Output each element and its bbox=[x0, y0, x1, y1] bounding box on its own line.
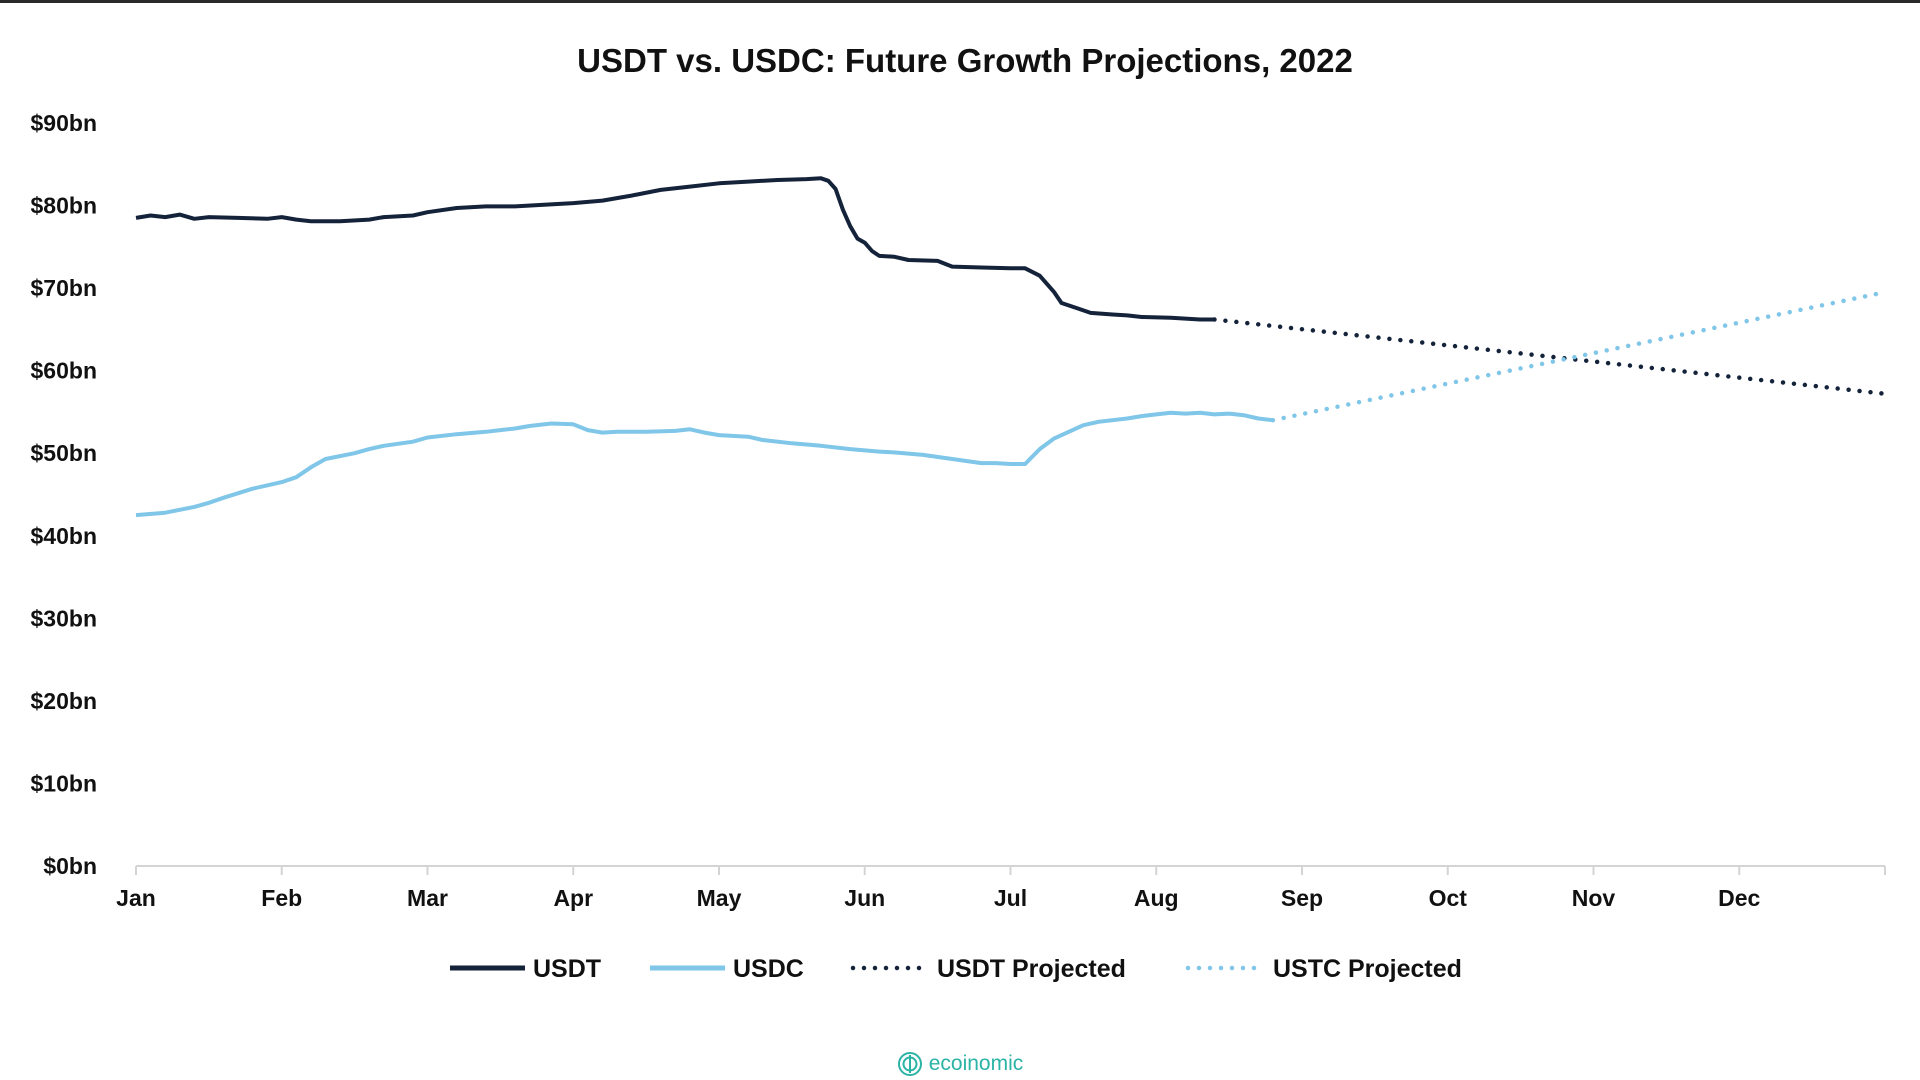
watermark: ecoinomic bbox=[0, 1050, 1920, 1078]
y-tick-label: $50bn bbox=[31, 440, 97, 466]
legend-item-usdt: USDT bbox=[450, 955, 601, 983]
x-tick-label: Jun bbox=[844, 885, 885, 911]
chart-title: USDT vs. USDC: Future Growth Projections… bbox=[577, 42, 1353, 79]
y-tick-label: $10bn bbox=[31, 770, 97, 796]
x-tick-label: Oct bbox=[1429, 885, 1468, 911]
y-tick-label: $40bn bbox=[31, 523, 97, 549]
x-tick-label: Jul bbox=[994, 885, 1027, 911]
legend-label: USDT bbox=[533, 955, 601, 983]
x-tick-label: Mar bbox=[407, 885, 448, 911]
legend-item-usdc: USDC bbox=[650, 955, 804, 983]
y-axis: $0bn $10bn $20bn $30bn $40bn $50bn $60bn $70bn $… bbox=[31, 110, 97, 879]
legend-item-usdt-projected: USDT Projected bbox=[850, 955, 1126, 983]
series-layer bbox=[135, 176, 1888, 518]
x-tick-label: Apr bbox=[553, 885, 593, 911]
y-tick-label: $30bn bbox=[31, 605, 97, 631]
series-line-usdt bbox=[135, 176, 1215, 322]
series-line-usdc bbox=[135, 410, 1274, 518]
x-axis: Jan Feb Mar Apr May Jun Jul Aug Sep Oct Nov Dec bbox=[116, 865, 1886, 911]
x-tick-label: May bbox=[697, 885, 742, 911]
legend-label: USDC bbox=[733, 955, 804, 983]
ecoinomic-logo-icon bbox=[897, 1052, 922, 1076]
x-tick-label: Aug bbox=[1134, 885, 1179, 911]
legend-label: USTC Projected bbox=[1273, 955, 1462, 983]
y-tick-label: $20bn bbox=[31, 688, 97, 714]
y-tick-label: $60bn bbox=[31, 358, 97, 384]
series-line-usdt-projected bbox=[1212, 317, 1888, 397]
series-line-ustc-projected bbox=[1270, 289, 1888, 423]
y-tick-label: $0bn bbox=[43, 853, 97, 879]
legend-item-ustc-projected: USTC Projected bbox=[1185, 955, 1462, 983]
legend-label: USDT Projected bbox=[937, 955, 1126, 983]
y-tick-label: $90bn bbox=[31, 110, 97, 136]
watermark-text: ecoinomic bbox=[928, 1052, 1024, 1075]
x-tick-label: Nov bbox=[1572, 885, 1616, 911]
x-tick-label: Dec bbox=[1718, 885, 1760, 911]
line-chart: USDT vs. USDC: Future Growth Projections… bbox=[31, 42, 1888, 983]
x-tick-label: Jan bbox=[116, 885, 156, 911]
y-tick-label: $70bn bbox=[31, 275, 97, 301]
top-border bbox=[0, 0, 1920, 3]
legend: USDT USDC USDT Projected USTC Projected bbox=[450, 955, 1462, 983]
x-tick-label: Sep bbox=[1281, 885, 1323, 911]
x-tick-label: Feb bbox=[261, 885, 302, 911]
y-tick-label: $80bn bbox=[31, 193, 97, 219]
